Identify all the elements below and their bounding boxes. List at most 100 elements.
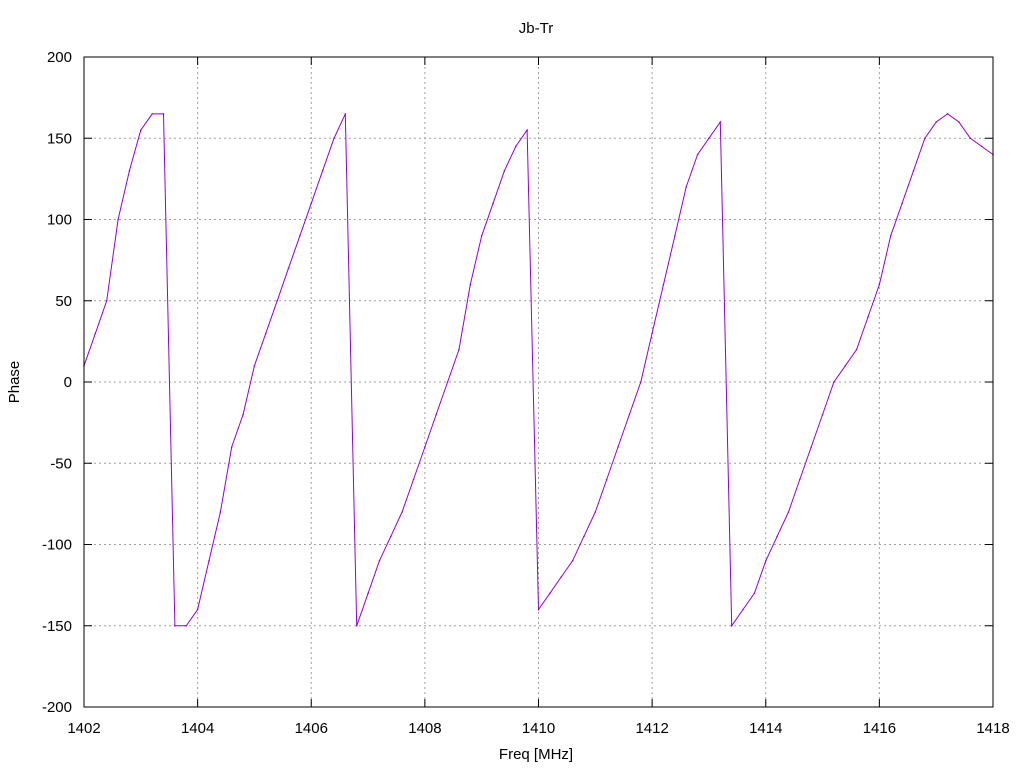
- data-point: [878, 283, 881, 286]
- data-point: [526, 129, 528, 131]
- data-point: [958, 121, 960, 123]
- y-tick-label: -200: [42, 699, 72, 716]
- data-point: [730, 624, 733, 627]
- data-point: [265, 332, 267, 335]
- data-point: [924, 137, 926, 140]
- data-point: [378, 559, 381, 562]
- data-point: [276, 299, 278, 302]
- data-point: [549, 592, 551, 595]
- data-point: [151, 113, 153, 115]
- y-tick-label: -50: [50, 455, 72, 472]
- data-point: [196, 608, 199, 611]
- data-point: [810, 446, 812, 448]
- x-tick-label: 1416: [863, 720, 896, 737]
- data-point: [128, 169, 131, 172]
- data-point: [355, 624, 358, 627]
- data-point: [674, 234, 676, 237]
- data-point: [492, 202, 494, 205]
- data-point: [230, 446, 233, 448]
- data-point: [844, 364, 847, 367]
- data-point: [605, 478, 608, 481]
- data-point: [889, 234, 892, 237]
- data-point: [560, 576, 563, 578]
- data-point: [571, 559, 574, 562]
- data-point: [105, 299, 108, 302]
- data-point: [174, 624, 176, 627]
- data-point: [969, 137, 972, 140]
- data-point: [742, 608, 744, 611]
- data-point: [708, 137, 710, 140]
- data-point: [867, 316, 869, 318]
- data-point: [980, 145, 983, 148]
- data-point: [787, 511, 790, 513]
- data-point: [412, 478, 415, 481]
- series-line: [83, 113, 994, 628]
- data-series: [83, 113, 994, 628]
- x-tick-label: 1418: [976, 720, 1009, 737]
- data-point: [776, 535, 778, 538]
- axis-tick-labels: 1402 1404 1406 1408 1410 1412 1414 1416 1418 -200…: [42, 49, 1010, 737]
- data-point: [799, 478, 801, 481]
- data-point: [140, 129, 142, 131]
- data-point: [901, 202, 903, 205]
- data-point: [696, 153, 699, 156]
- data-point: [480, 234, 483, 237]
- data-point: [821, 413, 824, 416]
- data-point: [594, 511, 597, 513]
- x-tick-label: 1414: [749, 720, 782, 737]
- data-point: [287, 267, 290, 270]
- data-point: [935, 121, 937, 123]
- data-point: [764, 559, 767, 562]
- data-point: [242, 413, 244, 416]
- data-point: [321, 169, 324, 172]
- data-point: [639, 381, 642, 383]
- data-point: [651, 332, 653, 335]
- x-tick-label: 1404: [181, 720, 214, 737]
- data-point: [833, 381, 835, 383]
- data-point: [503, 169, 506, 172]
- y-tick-label: 150: [47, 130, 72, 147]
- data-point: [424, 446, 426, 448]
- axis-ticks: [83, 56, 994, 708]
- x-tick-label: 1412: [635, 720, 668, 737]
- grid-lines: [84, 57, 993, 707]
- data-point: [617, 446, 619, 448]
- y-tick-label: 50: [55, 293, 72, 310]
- data-point: [446, 381, 449, 383]
- data-point: [469, 283, 472, 286]
- data-point: [662, 283, 665, 286]
- data-point: [344, 113, 347, 115]
- data-point: [685, 186, 688, 188]
- x-tick-label: 1410: [522, 720, 555, 737]
- data-point: [753, 592, 756, 595]
- data-point: [401, 511, 403, 513]
- data-point: [537, 608, 540, 611]
- data-point: [208, 559, 210, 562]
- x-axis-label: Freq [MHz]: [499, 746, 573, 763]
- y-tick-label: -100: [42, 537, 72, 554]
- data-point: [946, 113, 949, 115]
- data-point: [583, 535, 585, 538]
- y-tick-label: 200: [47, 49, 72, 66]
- x-tick-label: 1406: [295, 720, 328, 737]
- data-point: [435, 413, 438, 416]
- data-point: [185, 624, 188, 627]
- y-tick-label: 100: [47, 212, 72, 229]
- y-tick-label: -150: [42, 618, 72, 635]
- data-point: [162, 113, 165, 115]
- data-point: [94, 332, 97, 335]
- data-point: [299, 234, 301, 237]
- data-point: [514, 145, 517, 148]
- data-point: [117, 218, 119, 221]
- data-point: [310, 202, 313, 205]
- data-point: [253, 364, 256, 367]
- y-tick-label: 0: [64, 374, 72, 391]
- data-point: [389, 535, 392, 538]
- data-point: [333, 137, 335, 140]
- data-point: [367, 592, 369, 595]
- data-point: [912, 169, 915, 172]
- chart-title: Jb-Tr: [519, 20, 553, 37]
- data-point: [458, 348, 460, 351]
- x-tick-label: 1408: [408, 720, 441, 737]
